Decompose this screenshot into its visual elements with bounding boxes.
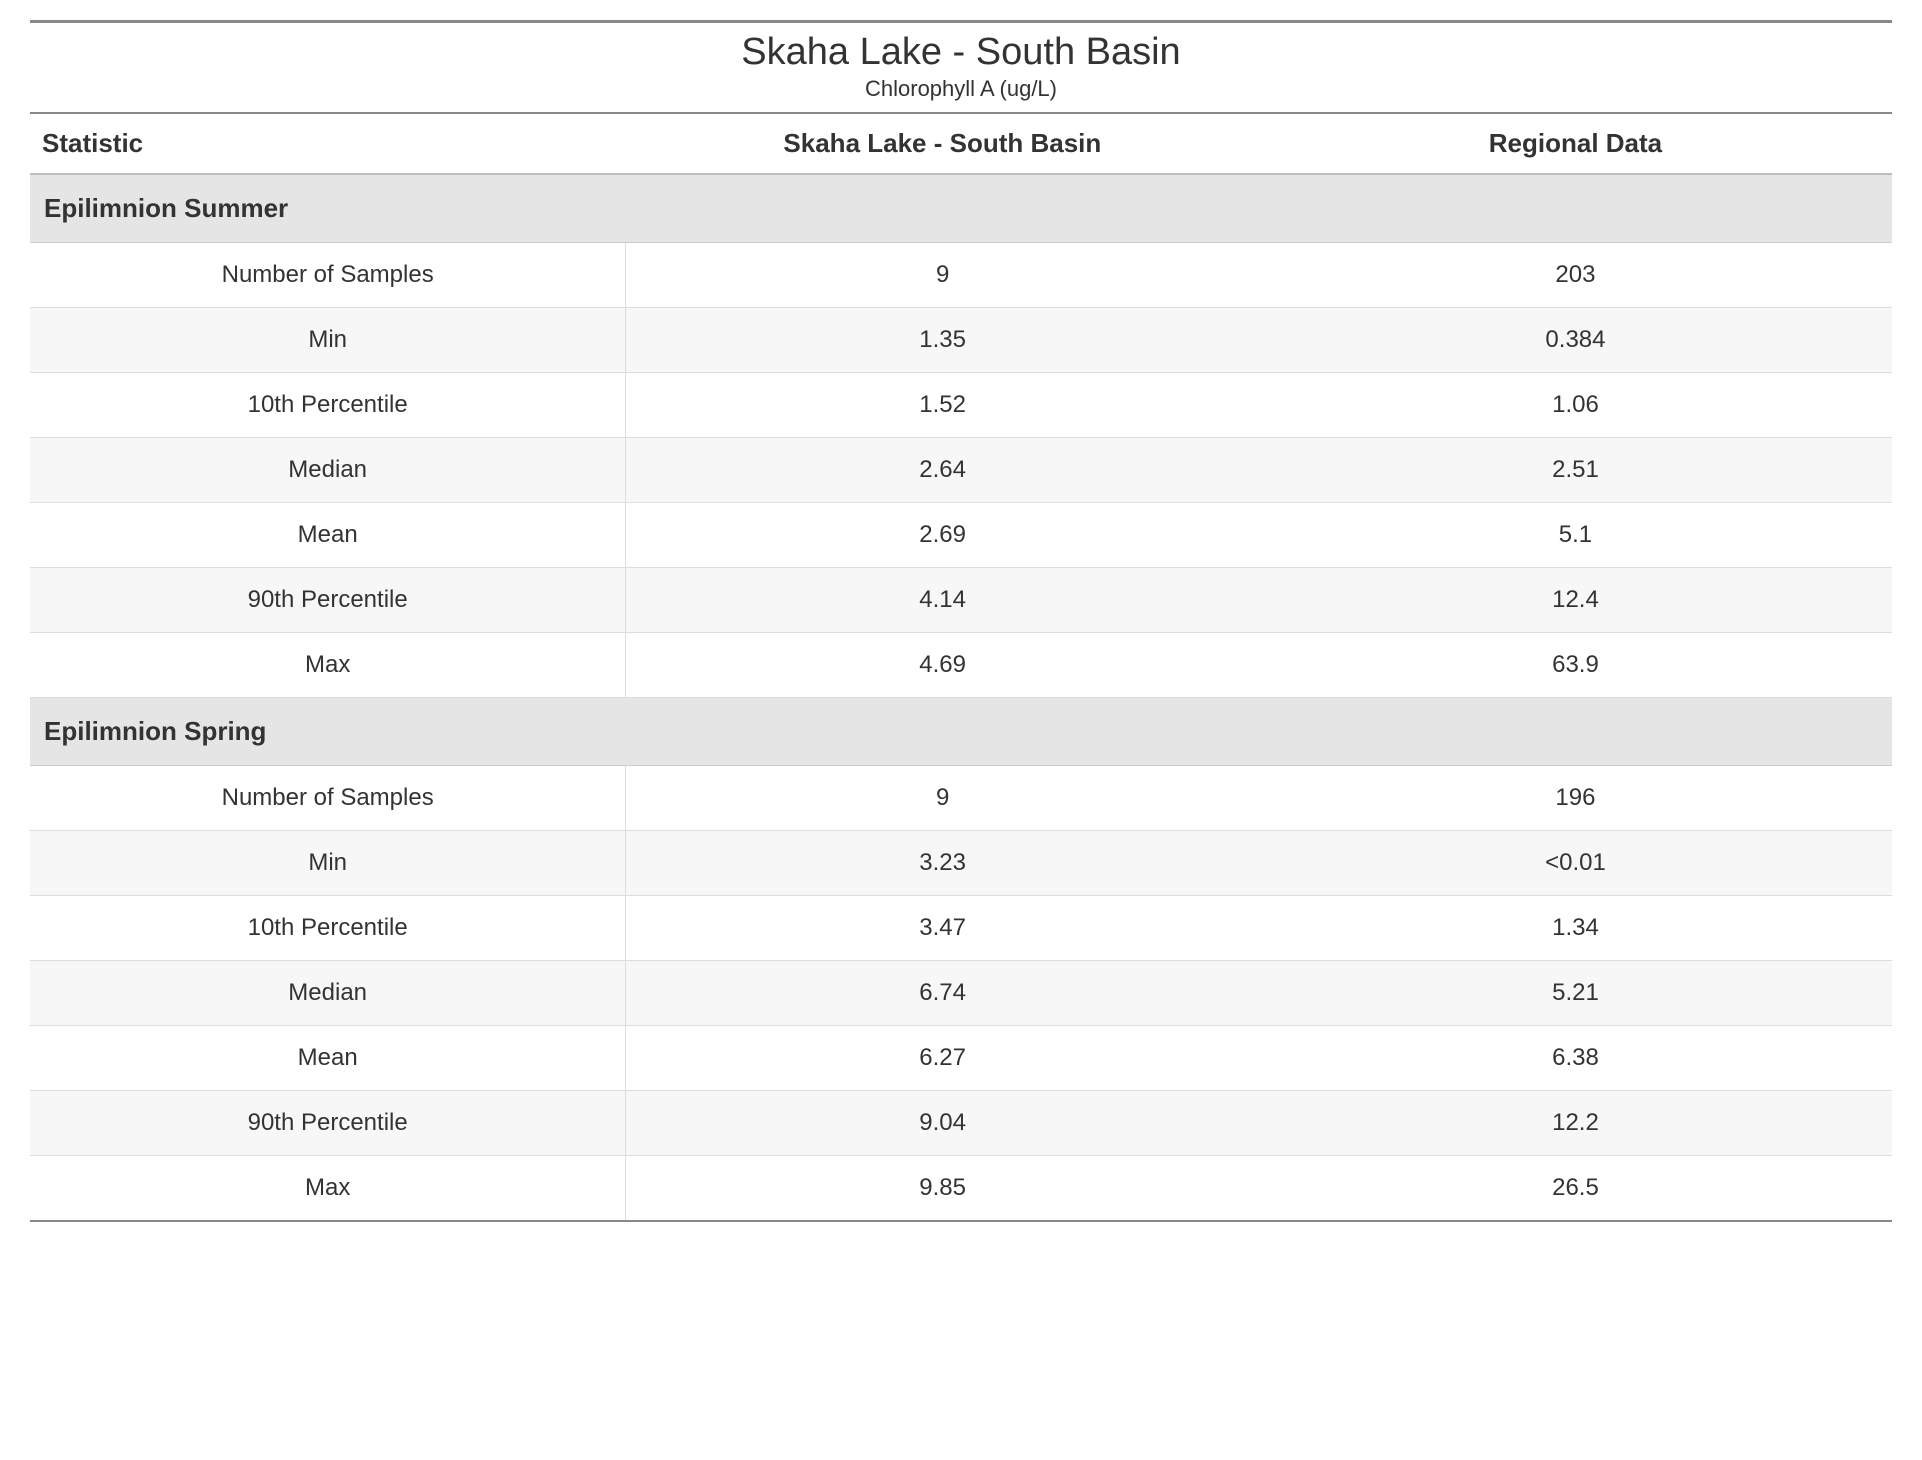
regional-value: 12.2 [1259, 1091, 1892, 1156]
table-row: Mean 6.27 6.38 [30, 1026, 1892, 1091]
stat-label: Min [30, 308, 626, 373]
site-value: 2.64 [626, 438, 1259, 503]
site-value: 1.35 [626, 308, 1259, 373]
site-value: 1.52 [626, 373, 1259, 438]
table-row: Mean 2.69 5.1 [30, 503, 1892, 568]
section-header: Epilimnion Spring [30, 698, 1892, 766]
regional-value: 5.1 [1259, 503, 1892, 568]
site-value: 9.04 [626, 1091, 1259, 1156]
stat-label: Median [30, 438, 626, 503]
table-row: Max 9.85 26.5 [30, 1156, 1892, 1222]
section-label: Epilimnion Summer [30, 174, 1892, 243]
regional-value: 6.38 [1259, 1026, 1892, 1091]
page-title: Skaha Lake - South Basin [30, 31, 1892, 74]
site-value: 3.47 [626, 896, 1259, 961]
stat-label: Mean [30, 1026, 626, 1091]
table-row: 10th Percentile 3.47 1.34 [30, 896, 1892, 961]
stats-table: Statistic Skaha Lake - South Basin Regio… [30, 112, 1892, 1222]
regional-value: 1.06 [1259, 373, 1892, 438]
stat-label: Max [30, 633, 626, 698]
page-subtitle: Chlorophyll A (ug/L) [30, 76, 1892, 102]
site-value: 2.69 [626, 503, 1259, 568]
section-header: Epilimnion Summer [30, 174, 1892, 243]
regional-value: 1.34 [1259, 896, 1892, 961]
report-page: Skaha Lake - South Basin Chlorophyll A (… [0, 0, 1922, 1262]
site-value: 4.69 [626, 633, 1259, 698]
regional-value: 203 [1259, 243, 1892, 308]
regional-value: 0.384 [1259, 308, 1892, 373]
site-value: 9.85 [626, 1156, 1259, 1222]
site-value: 6.27 [626, 1026, 1259, 1091]
stat-label: Number of Samples [30, 766, 626, 831]
table-row: Number of Samples 9 203 [30, 243, 1892, 308]
regional-value: 2.51 [1259, 438, 1892, 503]
stat-label: Min [30, 831, 626, 896]
regional-value: 5.21 [1259, 961, 1892, 1026]
top-rule [30, 20, 1892, 23]
regional-value: 196 [1259, 766, 1892, 831]
table-row: 90th Percentile 9.04 12.2 [30, 1091, 1892, 1156]
stat-label: Median [30, 961, 626, 1026]
site-value: 3.23 [626, 831, 1259, 896]
stat-label: 90th Percentile [30, 1091, 626, 1156]
section-label: Epilimnion Spring [30, 698, 1892, 766]
col-header-regional: Regional Data [1259, 113, 1892, 174]
col-header-site: Skaha Lake - South Basin [626, 113, 1259, 174]
stat-label: 10th Percentile [30, 896, 626, 961]
table-row: Number of Samples 9 196 [30, 766, 1892, 831]
regional-value: <0.01 [1259, 831, 1892, 896]
site-value: 9 [626, 766, 1259, 831]
table-body: Epilimnion Summer Number of Samples 9 20… [30, 174, 1892, 1221]
regional-value: 63.9 [1259, 633, 1892, 698]
site-value: 6.74 [626, 961, 1259, 1026]
table-row: Median 2.64 2.51 [30, 438, 1892, 503]
site-value: 9 [626, 243, 1259, 308]
table-row: Max 4.69 63.9 [30, 633, 1892, 698]
regional-value: 12.4 [1259, 568, 1892, 633]
site-value: 4.14 [626, 568, 1259, 633]
stat-label: Number of Samples [30, 243, 626, 308]
col-header-statistic: Statistic [30, 113, 626, 174]
stat-label: 10th Percentile [30, 373, 626, 438]
table-row: Median 6.74 5.21 [30, 961, 1892, 1026]
stat-label: 90th Percentile [30, 568, 626, 633]
stat-label: Mean [30, 503, 626, 568]
table-row: 10th Percentile 1.52 1.06 [30, 373, 1892, 438]
table-row: 90th Percentile 4.14 12.4 [30, 568, 1892, 633]
table-header-row: Statistic Skaha Lake - South Basin Regio… [30, 113, 1892, 174]
stat-label: Max [30, 1156, 626, 1222]
table-row: Min 3.23 <0.01 [30, 831, 1892, 896]
regional-value: 26.5 [1259, 1156, 1892, 1222]
table-row: Min 1.35 0.384 [30, 308, 1892, 373]
